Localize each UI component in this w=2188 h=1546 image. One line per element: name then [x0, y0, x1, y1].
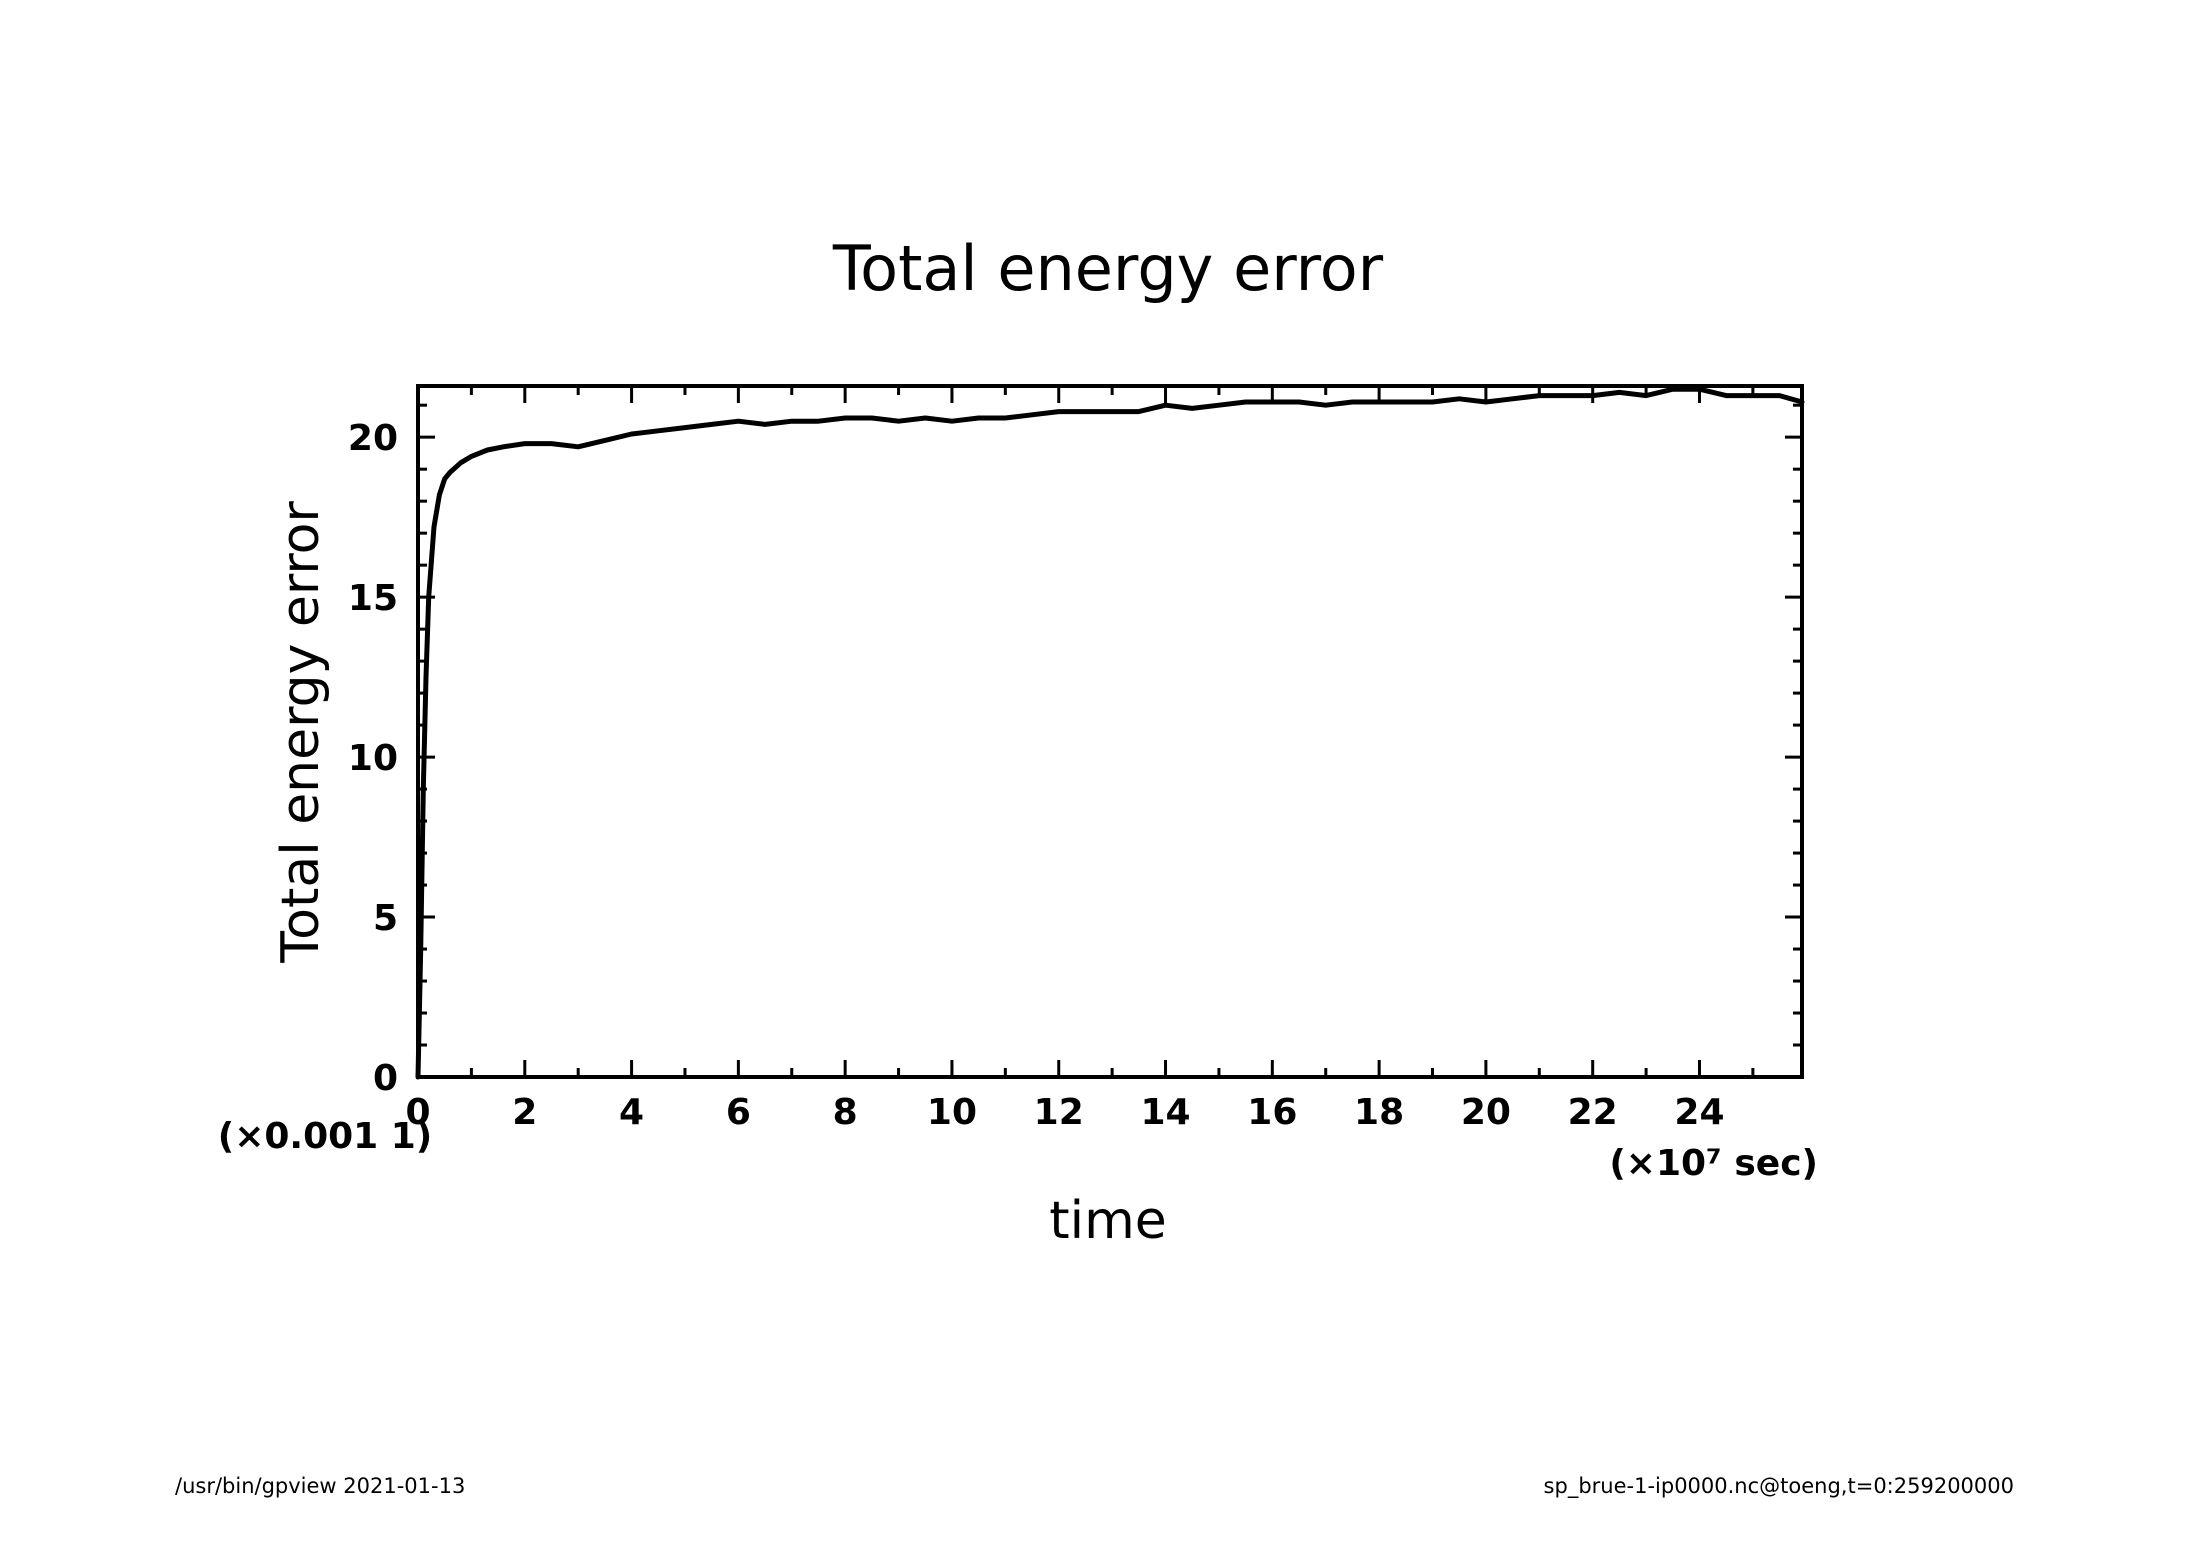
x-axis-label: time — [1049, 1191, 1166, 1251]
x-tick-label: 18 — [1354, 1092, 1404, 1133]
y-tick-labels: 0 5 10 15 20 — [348, 418, 398, 1099]
x-tick-label: 4 — [619, 1092, 644, 1133]
x-tick-label: 6 — [726, 1092, 751, 1133]
axis-ticks — [416, 386, 1802, 1079]
chart-title: Total energy error — [832, 232, 1384, 305]
y-unit-label: (×0.001 1) — [218, 1116, 433, 1157]
x-tick-label: 20 — [1461, 1092, 1511, 1133]
x-tick-label: 22 — [1568, 1092, 1618, 1133]
x-tick-label: 8 — [833, 1092, 858, 1133]
y-axis-label: Total energy error — [271, 501, 331, 964]
plot-area — [415, 384, 1805, 1080]
y-tick-label: 15 — [348, 578, 398, 619]
y-tick-label: 20 — [348, 418, 398, 459]
x-tick-label: 14 — [1140, 1092, 1190, 1133]
x-tick-label: 12 — [1034, 1092, 1084, 1133]
plot-frame — [416, 384, 1804, 1079]
y-tick-label: 0 — [373, 1058, 398, 1099]
x-tick-label: 0 — [405, 1092, 430, 1133]
x-tick-labels: 0 2 4 6 8 10 12 14 16 18 20 22 24 — [405, 1092, 1724, 1133]
x-tick-label: 16 — [1247, 1092, 1297, 1133]
x-tick-label: 2 — [512, 1092, 537, 1133]
y-tick-label: 10 — [348, 738, 398, 779]
x-unit-label: (×10⁷ sec) — [1609, 1143, 1818, 1184]
y-tick-label: 5 — [373, 898, 398, 939]
footer-left: /usr/bin/gpview 2021-01-13 — [175, 1474, 465, 1498]
series-line — [415, 386, 1805, 1080]
x-tick-label: 10 — [927, 1092, 977, 1133]
footer-right: sp_brue-1-ip0000.nc@toeng,t=0:259200000 — [1544, 1474, 2014, 1499]
x-tick-label: 24 — [1674, 1092, 1724, 1133]
